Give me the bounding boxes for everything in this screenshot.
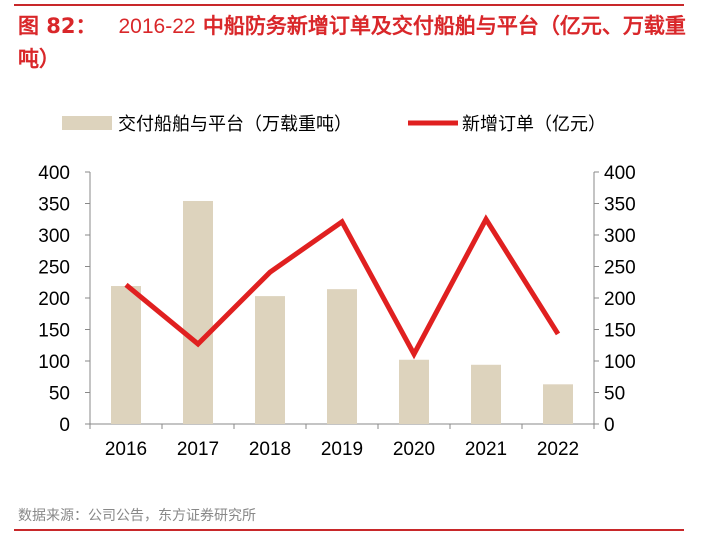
legend: 交付船舶与平台（万载重吨） 新增订单（亿元） [62, 114, 606, 135]
legend-line-label: 新增订单（亿元） [462, 114, 606, 135]
x-tick-label: 2017 [177, 439, 219, 460]
left-tick-label: 150 [38, 321, 70, 342]
bar [399, 359, 429, 424]
left-tick-label: 300 [38, 226, 70, 247]
figure-number: 图 82： [18, 14, 97, 38]
left-tick-label: 100 [38, 352, 70, 373]
bar [327, 289, 357, 424]
left-tick-label: 200 [38, 289, 70, 310]
right-tick-label: 200 [604, 289, 636, 310]
x-tick-label: 2021 [465, 439, 507, 460]
x-tick-label: 2020 [393, 439, 435, 460]
right-tick-label: 0 [604, 415, 615, 436]
x-tick-label: 2016 [105, 439, 147, 460]
right-tick-label: 250 [604, 258, 636, 279]
legend-bar-label: 交付船舶与平台（万载重吨） [118, 114, 352, 135]
bar [543, 384, 573, 424]
legend-bar-swatch [62, 116, 112, 130]
right-tick-label: 400 [604, 163, 636, 184]
x-tick-label: 2018 [249, 439, 291, 460]
right-tick-label: 50 [604, 384, 625, 405]
chart-title: 图 82： 2016-22 中船防务新增订单及交付船舶与平台（亿元、万载重吨） [18, 10, 698, 76]
bar [111, 286, 141, 424]
bar [471, 364, 501, 424]
x-tick-label: 2019 [321, 439, 363, 460]
right-tick-label: 150 [604, 321, 636, 342]
top-rule [14, 4, 684, 6]
x-tick-label: 2022 [537, 439, 579, 460]
left-tick-label: 250 [38, 258, 70, 279]
bar [255, 296, 285, 424]
title-text: 中船防务新增订单及交付船舶与平台（亿元、万载重吨） [18, 14, 686, 71]
right-tick-label: 100 [604, 352, 636, 373]
bottom-rule [14, 529, 684, 531]
left-tick-label: 400 [38, 163, 70, 184]
right-tick-label: 350 [604, 195, 636, 216]
right-tick-label: 300 [604, 226, 636, 247]
title-years: 2016-22 [118, 15, 196, 38]
bar [183, 200, 213, 424]
left-tick-label: 0 [59, 415, 70, 436]
left-tick-label: 50 [49, 384, 70, 405]
left-tick-label: 350 [38, 195, 70, 216]
source-note: 数据来源：公司公告，东方证券研究所 [18, 508, 256, 524]
